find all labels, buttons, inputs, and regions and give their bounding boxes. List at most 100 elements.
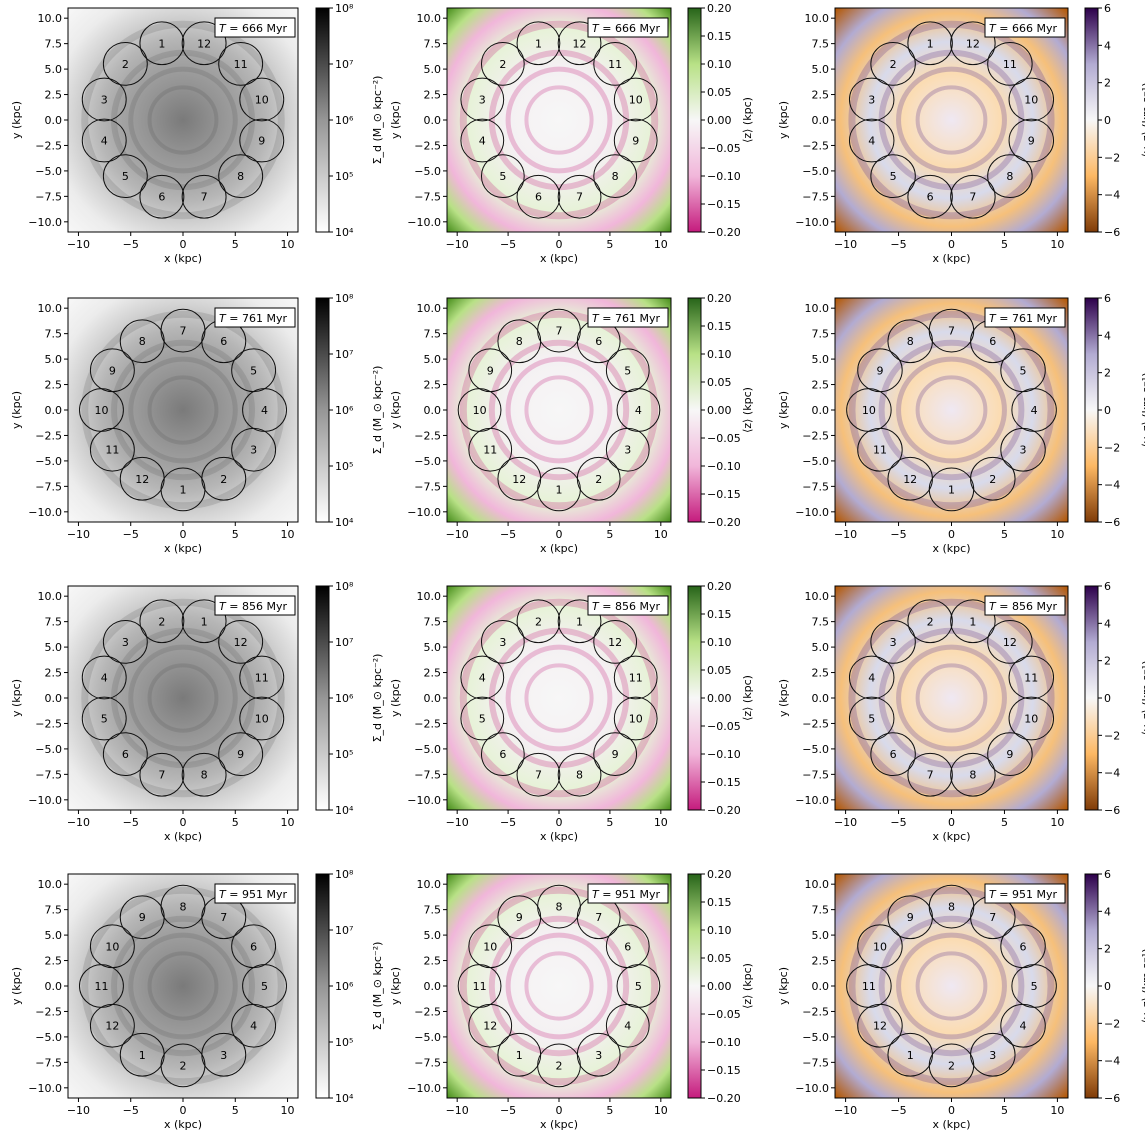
- colorbar-tick-label: −0.15: [707, 776, 741, 789]
- patch-label: 1: [158, 37, 165, 50]
- colorbar-tick-label: 10⁴: [335, 1092, 354, 1105]
- patch-circle: [1000, 348, 1046, 393]
- y-tick-label: 5.0: [424, 929, 442, 942]
- patch-label: 10: [105, 940, 119, 953]
- patch-label: 10: [255, 93, 269, 106]
- patch-label: 2: [556, 1059, 563, 1072]
- colorbar: [687, 873, 702, 1099]
- patch-label: 7: [180, 325, 187, 338]
- time-label-text: T = 856 Myr: [592, 600, 660, 613]
- x-tick-label: −10: [446, 816, 469, 829]
- colorbar: [687, 585, 702, 811]
- time-label-text: T = 761 Myr: [989, 312, 1057, 325]
- time-symbol: T: [989, 22, 997, 35]
- x-tick-label: −5: [890, 1104, 906, 1117]
- x-axis-label: x (kpc): [164, 830, 202, 843]
- x-axis-label: x (kpc): [540, 1118, 578, 1131]
- time-label-box: [984, 17, 1066, 38]
- patch-circle: [987, 154, 1033, 199]
- patch-label: 7: [989, 911, 996, 924]
- x-tick-label: −5: [500, 1104, 516, 1117]
- patch-label: 12: [105, 1020, 119, 1033]
- colorbar-tick-label: 0.10: [707, 348, 732, 361]
- y-tick-label: −10.0: [28, 794, 62, 807]
- colorbar-tick-label: 0.15: [707, 896, 732, 909]
- patch-label: 7: [201, 191, 208, 204]
- y-axis-label: y (kpc): [777, 967, 790, 1005]
- x-tick-label: 5: [606, 1104, 613, 1117]
- density-ring: [459, 20, 659, 220]
- patch-circle: [1000, 924, 1046, 969]
- patch-circle: [181, 599, 227, 644]
- y-tick-label: 7.5: [424, 328, 442, 341]
- x-tick-label: 10: [1050, 528, 1064, 541]
- time-label-text: T = 666 Myr: [592, 22, 660, 35]
- patch-label: 7: [969, 191, 976, 204]
- colorbar-label: ⟨v_z⟩ (km s⁻¹): [1140, 83, 1145, 158]
- patch-label: 9: [237, 748, 244, 761]
- patch-label: 12: [483, 1020, 497, 1033]
- map-background: [447, 8, 671, 232]
- x-tick-label: 10: [281, 1104, 295, 1117]
- x-tick-label: −10: [834, 238, 857, 251]
- patch-label: 4: [250, 1020, 257, 1033]
- y-tick-label: −7.5: [414, 190, 441, 203]
- x-tick-label: −5: [500, 528, 516, 541]
- x-axis-label: x (kpc): [540, 252, 578, 265]
- colorbar-tick-label: 0: [1104, 692, 1111, 705]
- y-tick-label: 5.0: [812, 63, 830, 76]
- y-tick-label: −10.0: [795, 1082, 829, 1095]
- y-tick-label: 10.0: [38, 302, 63, 315]
- patch-circle: [119, 895, 165, 940]
- colorbar-tick-label: −4: [1104, 767, 1120, 780]
- y-tick-label: −2.5: [35, 429, 62, 442]
- patch-label: 7: [556, 325, 563, 338]
- patch-circle: [593, 619, 638, 664]
- colorbar-tick-label: −0.05: [707, 432, 741, 445]
- patch-circle: [857, 427, 903, 472]
- time-unit: Myr: [1033, 312, 1057, 325]
- density-ring: [111, 49, 255, 191]
- x-tick-label: 10: [654, 1104, 668, 1117]
- x-tick-label: 0: [948, 528, 955, 541]
- patch-circle: [139, 21, 185, 66]
- x-axis-label: x (kpc): [933, 542, 971, 555]
- time-label: T = 951 Myr: [587, 883, 669, 904]
- x-tick-label: 0: [948, 816, 955, 829]
- patch-label: 11: [105, 444, 119, 457]
- y-tick-label: −2.5: [802, 717, 829, 730]
- colorbar-tick-label: −0.15: [707, 488, 741, 501]
- patch-label: 2: [948, 1059, 955, 1072]
- patch-label: 8: [612, 170, 619, 183]
- patch-circle: [89, 427, 135, 472]
- y-tick-label: −7.5: [802, 768, 829, 781]
- colorbar-label: ⟨z⟩ (kpc): [741, 97, 754, 143]
- time-label: T = 951 Myr: [214, 883, 296, 904]
- patch-circle: [907, 174, 953, 219]
- colorbar-tick-label: 10⁵: [335, 170, 353, 183]
- patch-label: 11: [255, 671, 269, 684]
- y-tick-label: 2.5: [424, 379, 442, 392]
- patch-label: 11: [234, 58, 248, 71]
- y-tick-label: −7.5: [414, 1056, 441, 1069]
- colorbar-tick-label: 10⁷: [335, 636, 353, 649]
- colorbar-label: Σ_d (M_⊙ kpc⁻²): [371, 76, 384, 165]
- density-ring: [524, 663, 594, 733]
- x-tick-label: 0: [180, 1104, 187, 1117]
- time-value: 856: [1012, 600, 1033, 613]
- time-label-text: T = 856 Myr: [989, 600, 1057, 613]
- x-tick-label: −10: [446, 1104, 469, 1117]
- y-tick-label: 0.0: [812, 692, 830, 705]
- density-ring: [896, 356, 1007, 464]
- patch-circle: [139, 752, 185, 797]
- y-tick-label: −5.0: [35, 1031, 62, 1044]
- patch-label: 8: [516, 335, 523, 348]
- patch-label: 10: [255, 713, 269, 726]
- colorbar-tick-label: 0.10: [707, 636, 732, 649]
- y-tick-label: −2.5: [414, 1005, 441, 1018]
- patch-label: 8: [948, 901, 955, 914]
- y-axis-label: y (kpc): [10, 679, 23, 717]
